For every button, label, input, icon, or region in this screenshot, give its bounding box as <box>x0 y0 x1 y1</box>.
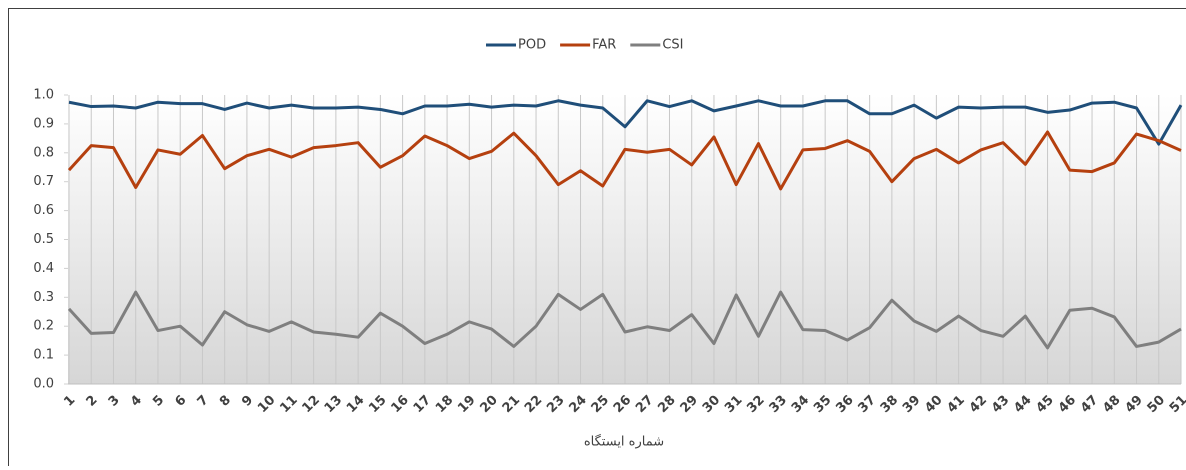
y-tick-label: 0.2 <box>33 319 54 334</box>
legend-label: FAR <box>592 38 616 53</box>
y-tick-label: 0.9 <box>33 116 54 131</box>
x-axis-title: شماره ایستگاه <box>584 434 664 450</box>
y-tick-label: 0.1 <box>33 348 54 363</box>
y-tick-label: 0.7 <box>33 174 54 189</box>
y-tick-label: 0.4 <box>33 261 54 276</box>
legend-label: POD <box>518 38 546 53</box>
y-tick-label: 0.5 <box>33 232 54 247</box>
y-tick-label: 1.0 <box>33 88 54 103</box>
y-tick-label: 0.8 <box>33 145 54 160</box>
y-tick-label: 0.3 <box>33 290 54 305</box>
legend-label: CSI <box>662 38 683 53</box>
y-tick-label: 0.6 <box>33 203 54 218</box>
y-tick-label: 0.0 <box>33 377 54 392</box>
